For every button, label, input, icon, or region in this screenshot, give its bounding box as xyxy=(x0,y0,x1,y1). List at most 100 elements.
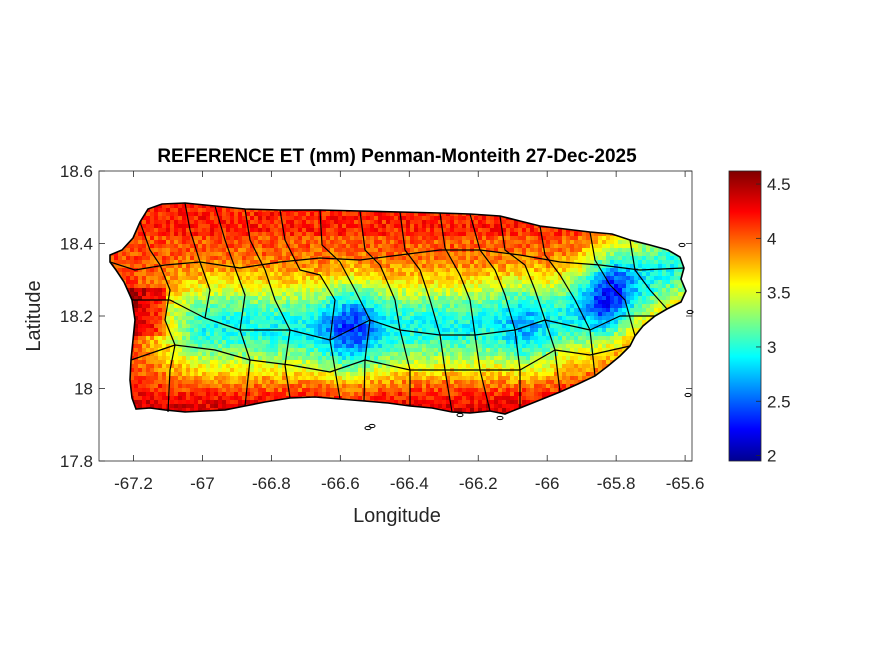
et-cell xyxy=(314,284,319,289)
et-cell xyxy=(438,228,443,233)
et-cell xyxy=(574,276,579,281)
et-cell xyxy=(190,208,195,213)
et-cell xyxy=(138,252,143,257)
et-cell xyxy=(518,224,523,229)
et-cell xyxy=(558,256,563,261)
et-cell xyxy=(454,280,459,285)
et-cell xyxy=(610,284,615,289)
et-cell xyxy=(354,328,359,333)
et-cell xyxy=(450,308,455,313)
et-cell xyxy=(478,236,483,241)
et-cell xyxy=(230,280,235,285)
et-cell xyxy=(362,276,367,281)
et-cell xyxy=(430,296,435,301)
et-cell xyxy=(646,308,651,313)
et-cell xyxy=(218,296,223,301)
et-cell xyxy=(522,292,527,297)
et-cell xyxy=(374,292,379,297)
et-cell xyxy=(346,232,351,237)
et-cell xyxy=(322,240,327,245)
et-cell xyxy=(182,280,187,285)
et-cell xyxy=(238,312,243,317)
et-cell xyxy=(574,260,579,265)
et-cell xyxy=(302,284,307,289)
et-cell xyxy=(194,324,199,329)
et-cell xyxy=(178,300,183,305)
et-cell xyxy=(502,312,507,317)
et-cell xyxy=(174,336,179,341)
et-cell xyxy=(138,292,143,297)
et-cell xyxy=(166,320,171,325)
et-cell xyxy=(490,256,495,261)
et-cell xyxy=(514,280,519,285)
et-cell xyxy=(298,264,303,269)
et-cell xyxy=(574,272,579,277)
et-cell xyxy=(366,312,371,317)
et-cell xyxy=(610,308,615,313)
et-cell xyxy=(250,284,255,289)
et-cell xyxy=(670,280,675,285)
et-cell xyxy=(586,304,591,309)
et-cell xyxy=(534,264,539,269)
et-cell xyxy=(566,276,571,281)
et-cell xyxy=(586,284,591,289)
et-cell xyxy=(258,224,263,229)
et-cell xyxy=(410,220,415,225)
et-cell xyxy=(442,284,447,289)
et-cell xyxy=(570,280,575,285)
et-cell xyxy=(198,272,203,277)
et-cell xyxy=(638,280,643,285)
et-cell xyxy=(238,256,243,261)
et-cell xyxy=(474,224,479,229)
et-cell xyxy=(566,292,571,297)
et-cell xyxy=(434,292,439,297)
et-cell xyxy=(182,292,187,297)
et-cell xyxy=(246,332,251,337)
et-cell xyxy=(422,296,427,301)
et-cell xyxy=(358,224,363,229)
et-cell xyxy=(490,296,495,301)
et-cell xyxy=(482,272,487,277)
et-cell xyxy=(282,280,287,285)
et-cell xyxy=(562,308,567,313)
et-cell xyxy=(402,332,407,337)
et-cell xyxy=(274,280,279,285)
et-cell xyxy=(502,256,507,261)
et-cell xyxy=(166,212,171,217)
et-cell xyxy=(282,252,287,257)
et-cell xyxy=(386,328,391,333)
et-cell xyxy=(618,248,623,253)
et-cell xyxy=(138,228,143,233)
et-cell xyxy=(618,292,623,297)
et-cell xyxy=(518,272,523,277)
et-cell xyxy=(518,316,523,321)
et-cell xyxy=(254,300,259,305)
et-cell xyxy=(570,232,575,237)
et-cell xyxy=(566,312,571,317)
et-cell xyxy=(262,304,267,309)
et-cell xyxy=(322,252,327,257)
et-cell xyxy=(134,248,139,253)
et-cell xyxy=(678,296,683,301)
et-cell xyxy=(202,300,207,305)
et-cell xyxy=(126,252,131,257)
et-cell xyxy=(178,284,183,289)
et-cell xyxy=(386,224,391,229)
et-cell xyxy=(330,224,335,229)
et-cell xyxy=(550,272,555,277)
et-cell xyxy=(566,332,571,337)
et-cell xyxy=(314,328,319,333)
et-cell xyxy=(494,236,499,241)
et-cell xyxy=(574,324,579,329)
et-cell xyxy=(290,272,295,277)
et-cell xyxy=(210,336,215,341)
et-cell xyxy=(326,312,331,317)
et-cell xyxy=(186,304,191,309)
et-cell xyxy=(338,284,343,289)
et-cell xyxy=(258,232,263,237)
et-cell xyxy=(498,296,503,301)
et-cell xyxy=(410,228,415,233)
et-cell xyxy=(326,324,331,329)
et-cell xyxy=(642,312,647,317)
et-cell xyxy=(250,252,255,257)
